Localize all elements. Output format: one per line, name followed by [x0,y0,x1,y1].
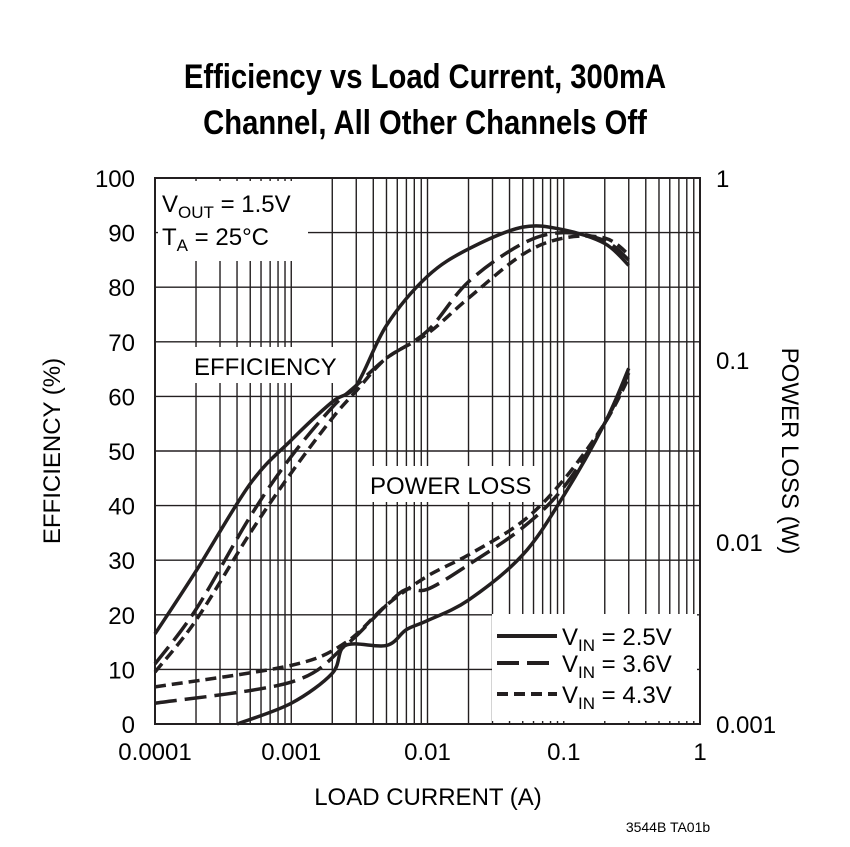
efficiency-line-2-5v [153,224,630,635]
legend-box [492,614,697,721]
x-tick-label: 0.01 [404,739,451,766]
y-axis-right-label: POWER LOSS (W) [776,348,803,555]
y-left-tick-label: 30 [108,548,135,575]
efficiency-line-3-6v [153,230,630,665]
power-loss-line-2-5v [236,367,631,726]
svg-text:VIN = 3.6V: VIN = 3.6V [562,651,672,682]
figure-id: 3544B TA01b [626,819,711,835]
x-tick-label: 0.1 [547,739,580,766]
power-loss-line-3-6v [154,372,631,705]
x-tick-label: 0.0001 [118,739,191,766]
svg-text:VIN = 2.5V: VIN = 2.5V [562,624,672,655]
x-tick-label: 0.001 [261,739,321,766]
plot-frame [154,177,701,725]
y-left-tick-label: 10 [108,657,135,684]
efficiency-line-4-3v [153,234,630,674]
y-right-tick-label: 0.01 [716,530,763,557]
x-tick-label: 1 [693,739,706,766]
annotation-backgrounds [158,181,697,721]
y-axis-left-label: EFFICIENCY (%) [39,358,66,544]
efficiency-label-box [190,347,335,383]
y-left-tick-label: 80 [108,275,135,302]
y-left-tick-label: 100 [95,166,135,193]
ta-annotation: TA = 25°C [162,224,269,255]
svg-text:VIN = 4.3V: VIN = 4.3V [562,682,672,713]
y-left-tick-label: 20 [108,603,135,630]
y-right-tick-label: 0.1 [716,348,749,375]
chart-title-line2: Channel, All Other Channels Off [203,103,647,142]
y-right-tick-label: 1 [716,166,729,193]
vout-annotation: VOUT = 1.5V [162,191,291,222]
y-left-tick-label: 90 [108,221,135,248]
legend-item-4-3v: VIN = 4.3V [497,682,672,713]
chart-title-line1: Efficiency vs Load Current, 300mA [184,57,666,96]
legend-item-2-5v: VIN = 2.5V [497,624,672,655]
y-left-tick-label: 50 [108,439,135,466]
efficiency-annotation: EFFICIENCY [194,354,337,381]
y-left-tick-label: 0 [122,712,135,739]
legend: VIN = 2.5V VIN = 3.6V VIN = 4.3V [497,624,672,713]
y-right-tick-label: 0.001 [716,712,776,739]
power-loss-label-box [365,466,535,502]
tick-labels: 0.0001 0.001 0.01 0.1 1010203040506070809010… [95,166,776,766]
y-left-tick-label: 60 [108,384,135,411]
conditions-box [158,181,308,261]
legend-item-3-6v: VIN = 3.6V [497,651,672,682]
y-left-tick-label: 70 [108,330,135,357]
y-left-tick-label: 40 [108,494,135,521]
x-axis-label: LOAD CURRENT (A) [314,784,542,811]
power-loss-annotation: POWER LOSS [370,473,531,500]
series-group [153,224,631,726]
